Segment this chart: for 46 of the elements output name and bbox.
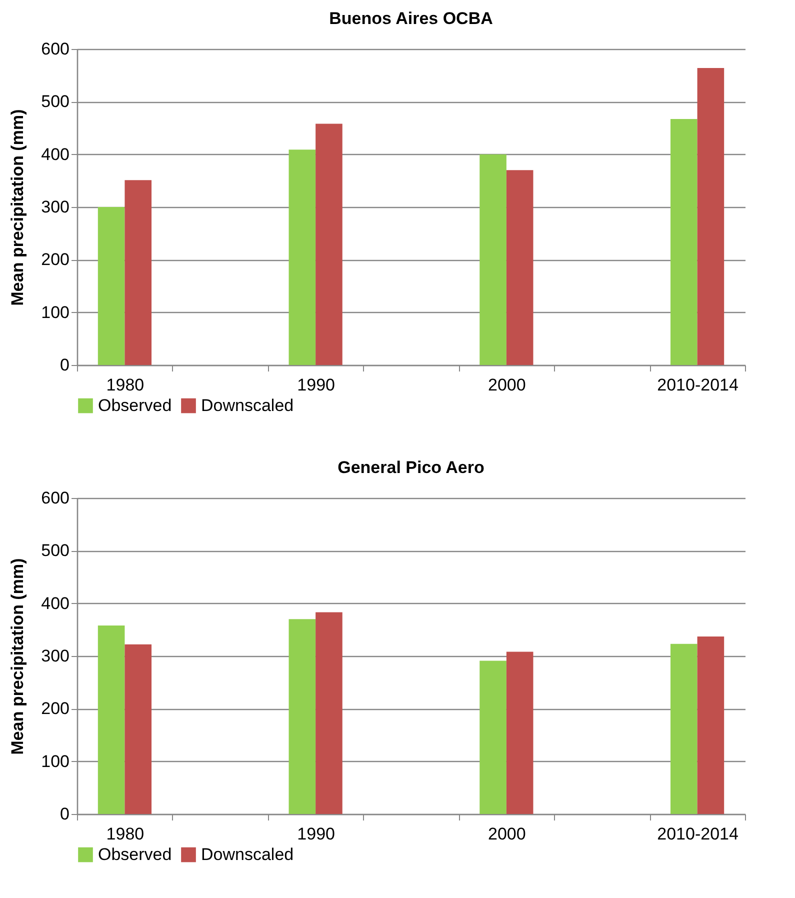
bar bbox=[316, 124, 342, 365]
bar bbox=[670, 119, 698, 365]
x-tick-label: 1980 bbox=[106, 376, 144, 394]
y-tick-label: 100 bbox=[41, 752, 70, 771]
legend-label: Observed bbox=[98, 396, 172, 415]
bar bbox=[480, 154, 506, 365]
chart-title: General Pico Aero bbox=[338, 458, 484, 477]
x-tick-label: 1990 bbox=[297, 824, 335, 844]
y-tick-label: 600 bbox=[41, 40, 70, 58]
x-tick-label: 2000 bbox=[488, 824, 526, 844]
legend-label: Downscaled bbox=[201, 844, 294, 864]
bar bbox=[506, 170, 534, 365]
bar bbox=[316, 612, 342, 814]
y-tick-label: 0 bbox=[60, 356, 70, 374]
y-tick-label: 300 bbox=[41, 646, 70, 666]
x-tick-label: 1980 bbox=[106, 824, 144, 844]
x-tick-label: 2010-2014 bbox=[657, 824, 738, 844]
bar bbox=[98, 207, 125, 365]
x-tick-label: 2000 bbox=[488, 376, 526, 394]
y-tick-label: 600 bbox=[41, 488, 70, 508]
bar bbox=[98, 625, 125, 814]
y-axis-title: Mean precipitation (mm) bbox=[8, 109, 28, 306]
y-axis-title: Mean precipitation (mm) bbox=[8, 558, 28, 755]
x-tick-label: 1990 bbox=[297, 376, 335, 394]
bar bbox=[697, 68, 724, 365]
y-tick-label: 500 bbox=[41, 92, 70, 112]
y-tick-label: 400 bbox=[41, 594, 70, 613]
y-tick-label: 500 bbox=[41, 541, 70, 560]
y-tick-label: 200 bbox=[41, 699, 70, 718]
y-tick-label: 400 bbox=[41, 144, 70, 164]
bar bbox=[124, 180, 152, 365]
bar bbox=[288, 150, 316, 365]
chart-title: Buenos Aires OCBA bbox=[329, 9, 493, 28]
bar bbox=[480, 660, 506, 814]
legend-label: Downscaled bbox=[201, 396, 294, 415]
bar bbox=[288, 619, 316, 814]
y-tick-label: 300 bbox=[41, 198, 70, 216]
legend-label: Observed bbox=[98, 844, 172, 864]
bar bbox=[670, 644, 698, 814]
y-tick-label: 100 bbox=[41, 302, 70, 322]
y-tick-label: 0 bbox=[60, 804, 70, 824]
x-tick-label: 2010-2014 bbox=[657, 376, 738, 394]
bar bbox=[124, 644, 152, 814]
bar bbox=[506, 652, 534, 814]
bar bbox=[697, 636, 724, 814]
y-tick-label: 200 bbox=[41, 250, 70, 270]
